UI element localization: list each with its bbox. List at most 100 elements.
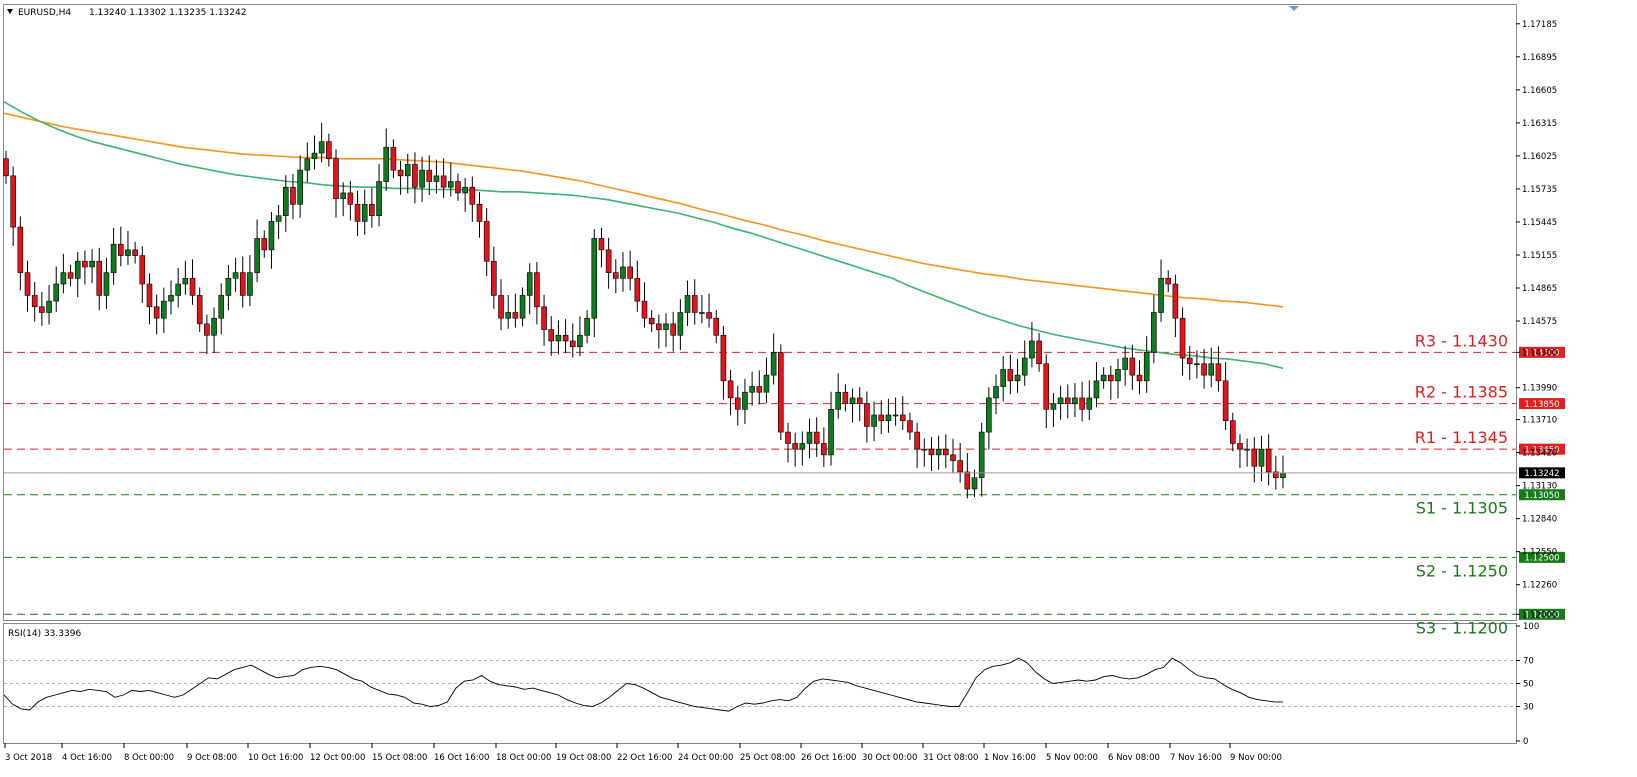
- candle-body: [821, 443, 827, 456]
- candle-body: [455, 181, 461, 194]
- candle-body: [376, 181, 382, 216]
- candle-body: [462, 186, 468, 194]
- ohlc-readout: 1.13240 1.13302 1.13235 1.13242: [89, 8, 246, 18]
- candle-body: [598, 238, 605, 251]
- candle-body: [634, 278, 641, 302]
- level-price-tag-text: 1.13050: [1524, 491, 1559, 501]
- price-tick-label: 1.14865: [1522, 284, 1557, 294]
- candle-body: [641, 300, 648, 319]
- candle-body: [943, 448, 949, 456]
- candle-body: [656, 323, 662, 330]
- candle-body: [1000, 369, 1007, 387]
- price-tick-label: 1.13990: [1522, 384, 1557, 394]
- candle-body: [282, 186, 289, 216]
- candle-body: [613, 272, 619, 279]
- candle-body: [892, 414, 899, 417]
- candle-body: [39, 306, 45, 313]
- time-tick-label: 10 Oct 16:00: [248, 753, 303, 763]
- price-tick-label: 1.14575: [1522, 317, 1557, 327]
- candle-body: [1072, 397, 1078, 404]
- candle-body: [1251, 448, 1258, 467]
- candle-body: [691, 295, 698, 313]
- candle-body: [778, 352, 784, 433]
- candle-body: [1172, 283, 1179, 319]
- level-price-tag-text: 1.13450: [1524, 445, 1559, 455]
- candle-body: [82, 260, 88, 268]
- candle-body: [10, 175, 16, 228]
- candle-body: [734, 397, 741, 410]
- candle-body: [1050, 403, 1057, 410]
- rsi-tick-label: 100: [1523, 622, 1539, 632]
- price-tick-label: 1.13420: [1522, 449, 1557, 459]
- candle-body: [89, 260, 95, 268]
- candle-body: [397, 169, 404, 177]
- candle-body: [785, 431, 791, 444]
- triangle-down-icon[interactable]: [7, 9, 13, 14]
- candle-body: [60, 272, 67, 285]
- price-tick-label: 1.15735: [1522, 185, 1557, 195]
- moving-averages: [3, 101, 1284, 370]
- candle-body: [505, 312, 511, 319]
- candle-body: [96, 260, 103, 296]
- candle-body: [1136, 374, 1143, 382]
- level-price-tag: [1519, 346, 1565, 358]
- level-label-r3: R3 - 1.1430: [1415, 331, 1508, 350]
- time-tick-label: 3 Oct 2018: [5, 753, 52, 763]
- candle-body: [727, 380, 734, 399]
- candle-body: [447, 181, 454, 188]
- level-label-r2: R2 - 1.1385: [1415, 383, 1508, 402]
- candle-body: [153, 306, 160, 319]
- candle-body: [706, 312, 712, 319]
- candle-body: [1122, 357, 1128, 370]
- candle-body: [103, 272, 110, 296]
- candle-body: [268, 221, 275, 251]
- candle-body: [713, 317, 720, 336]
- candle-body: [842, 391, 849, 404]
- candle-body: [512, 312, 519, 319]
- candle-body: [591, 238, 598, 319]
- candle-body: [354, 204, 361, 222]
- candle-body: [419, 169, 425, 188]
- candle-body: [412, 164, 418, 188]
- candle-body: [297, 169, 303, 205]
- support-resistance-levels: [4, 351, 1516, 615]
- price-axis[interactable]: 1.14300 1.13850 1.13450 1.13050 1.12500 1.120…: [1516, 20, 1565, 621]
- price-tick-label: 1.16315: [1522, 119, 1557, 129]
- sma-slow-line: [3, 112, 1284, 308]
- candle-body: [1194, 363, 1200, 366]
- candle-body: [24, 272, 31, 296]
- candle-body: [483, 221, 490, 262]
- time-tick-label: 19 Oct 08:00: [556, 753, 611, 763]
- time-tick-label: 30 Oct 00:00: [862, 753, 917, 763]
- candle-body: [326, 141, 332, 160]
- rsi-panel: 100 70 50 30 0: [3, 622, 1539, 747]
- candle-body: [1021, 357, 1028, 376]
- candle-body: [885, 414, 892, 421]
- candle-body: [361, 204, 368, 222]
- candle-body: [950, 454, 956, 461]
- candle-body: [605, 249, 612, 273]
- price-tick-label: 1.15155: [1522, 251, 1557, 261]
- candle-body: [828, 409, 834, 456]
- candle-body: [290, 186, 296, 205]
- candle-body: [1014, 374, 1021, 382]
- candle-body: [1237, 443, 1243, 450]
- candle-body: [333, 158, 339, 199]
- candle-body: [182, 278, 189, 285]
- candle-body: [756, 386, 763, 393]
- candle-body: [1229, 420, 1236, 444]
- candle-body: [218, 295, 225, 319]
- candle-body: [67, 272, 74, 279]
- candle-body: [1043, 363, 1050, 410]
- time-axis[interactable]: 3 Oct 2018 4 Oct 16:00 8 Oct 00:00 9 Oct 08…: [4, 743, 1282, 763]
- level-price-tag: [1519, 398, 1565, 410]
- sma-fast-line: [3, 101, 1284, 370]
- candle-body: [548, 329, 555, 342]
- candle-body: [17, 226, 24, 273]
- candle-body: [878, 414, 885, 421]
- candle-body: [978, 431, 985, 478]
- candle-body: [648, 317, 655, 325]
- candle-body: [1265, 448, 1272, 473]
- chart-shift-marker-icon[interactable]: [1289, 6, 1299, 11]
